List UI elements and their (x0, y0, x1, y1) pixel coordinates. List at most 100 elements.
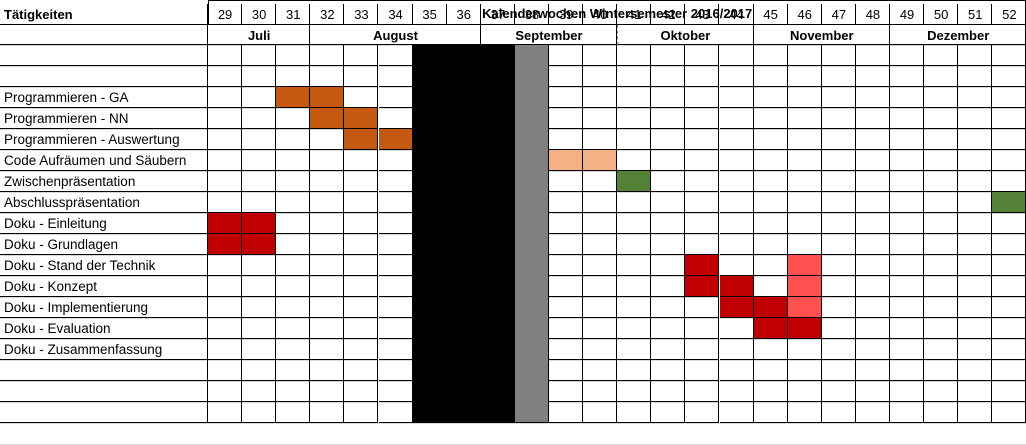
grid-cell[interactable] (821, 381, 856, 402)
grid-cell[interactable] (787, 339, 822, 360)
grid-cell[interactable] (787, 234, 822, 255)
grid-cell[interactable] (583, 45, 618, 66)
grid-cell[interactable] (958, 360, 993, 381)
grid-cell[interactable] (583, 234, 618, 255)
grid-cell[interactable] (685, 171, 720, 192)
grid-cell[interactable] (855, 192, 890, 213)
grid-cell[interactable] (890, 87, 925, 108)
grid-cell[interactable] (958, 255, 993, 276)
grid-cell[interactable] (821, 87, 856, 108)
task-name-cell[interactable] (0, 45, 208, 66)
grid-cell[interactable] (344, 381, 379, 402)
grid-cell[interactable] (924, 381, 959, 402)
grid-cell[interactable] (685, 150, 720, 171)
grid-cell[interactable] (583, 87, 618, 108)
grid-cell[interactable] (549, 45, 584, 66)
grid-cell[interactable] (583, 213, 618, 234)
grid-cell[interactable] (890, 402, 925, 423)
grid-cell[interactable] (344, 150, 379, 171)
grid-cell[interactable] (787, 45, 822, 66)
grid-cell[interactable] (924, 318, 959, 339)
grid-cell[interactable] (276, 255, 311, 276)
task-name-cell[interactable] (0, 171, 208, 192)
grid-cell[interactable] (208, 129, 243, 150)
grid-cell[interactable] (821, 402, 856, 423)
grid-cell[interactable] (992, 150, 1026, 171)
grid-cell[interactable] (242, 402, 277, 423)
grid-cell[interactable] (549, 108, 584, 129)
grid-cell[interactable] (924, 171, 959, 192)
grid-cell[interactable] (208, 66, 243, 87)
grid-cell[interactable] (651, 108, 686, 129)
grid-cell[interactable] (583, 297, 618, 318)
week-cell[interactable] (719, 4, 754, 25)
grid-cell[interactable] (924, 402, 959, 423)
grid-cell[interactable] (992, 381, 1026, 402)
grid-cell[interactable] (992, 360, 1026, 381)
grid-cell[interactable] (924, 213, 959, 234)
grid-cell[interactable] (344, 234, 379, 255)
grid-cell[interactable] (310, 402, 345, 423)
grid-cell[interactable] (208, 255, 243, 276)
grid-cell[interactable] (310, 297, 345, 318)
grid-cell[interactable] (276, 234, 311, 255)
grid-cell[interactable] (617, 381, 652, 402)
week-cell[interactable] (890, 4, 925, 25)
task-name-cell[interactable] (0, 25, 208, 45)
grid-cell[interactable] (890, 213, 925, 234)
week-cell[interactable] (924, 4, 959, 25)
grid-cell[interactable] (855, 108, 890, 129)
grid-cell[interactable] (855, 213, 890, 234)
grid-cell[interactable] (549, 297, 584, 318)
grid-cell[interactable] (753, 255, 788, 276)
grid-cell[interactable] (242, 360, 277, 381)
grid-cell[interactable] (378, 255, 413, 276)
grid-cell[interactable] (651, 150, 686, 171)
week-cell[interactable] (242, 4, 277, 25)
grid-cell[interactable] (344, 255, 379, 276)
grid-cell[interactable] (549, 66, 584, 87)
grid-cell[interactable] (310, 171, 345, 192)
week-cell[interactable] (685, 4, 720, 25)
grid-cell[interactable] (992, 87, 1026, 108)
grid-cell[interactable] (924, 255, 959, 276)
grid-cell[interactable] (242, 297, 277, 318)
grid-cell[interactable] (651, 129, 686, 150)
grid-cell[interactable] (617, 360, 652, 381)
grid-cell[interactable] (924, 87, 959, 108)
grid-cell[interactable] (685, 402, 720, 423)
grid-cell[interactable] (651, 192, 686, 213)
grid-cell[interactable] (753, 192, 788, 213)
grid-cell[interactable] (276, 276, 311, 297)
week-cell[interactable] (276, 4, 311, 25)
grid-cell[interactable] (855, 339, 890, 360)
task-name-cell[interactable] (0, 339, 208, 360)
grid-cell[interactable] (549, 339, 584, 360)
task-name-cell[interactable] (0, 150, 208, 171)
grid-cell[interactable] (992, 402, 1026, 423)
grid-cell[interactable] (821, 360, 856, 381)
grid-cell[interactable] (685, 213, 720, 234)
grid-cell[interactable] (821, 192, 856, 213)
grid-cell[interactable] (924, 276, 959, 297)
month-cell[interactable] (208, 25, 311, 45)
grid-cell[interactable] (992, 45, 1026, 66)
grid-cell[interactable] (685, 108, 720, 129)
grid-cell[interactable] (992, 318, 1026, 339)
grid-cell[interactable] (992, 297, 1026, 318)
week-cell[interactable] (344, 4, 379, 25)
task-name-cell[interactable] (0, 192, 208, 213)
grid-cell[interactable] (276, 108, 311, 129)
grid-cell[interactable] (344, 66, 379, 87)
grid-cell[interactable] (310, 381, 345, 402)
grid-cell[interactable] (685, 87, 720, 108)
grid-cell[interactable] (821, 108, 856, 129)
grid-cell[interactable] (855, 318, 890, 339)
grid-cell[interactable] (890, 192, 925, 213)
grid-cell[interactable] (617, 87, 652, 108)
grid-cell[interactable] (821, 129, 856, 150)
week-cell[interactable] (617, 4, 652, 25)
grid-cell[interactable] (855, 360, 890, 381)
grid-cell[interactable] (958, 213, 993, 234)
grid-cell[interactable] (276, 318, 311, 339)
